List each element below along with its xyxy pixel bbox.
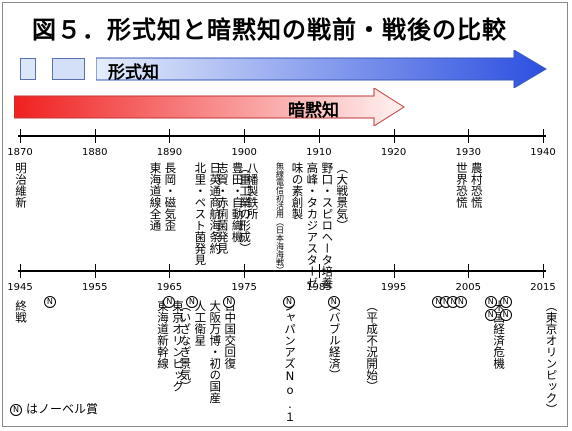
upper-event-label: 志賀・赤痢菌発見 <box>215 162 230 254</box>
lower-year-label: 1985 <box>306 282 332 293</box>
lower-event-label: 日中国交回復 <box>223 300 238 369</box>
upper-event-label: 高峰・タカジアスターゼ <box>305 162 320 289</box>
lower-year-label: 2005 <box>455 282 482 293</box>
upper-event-label: 日英通商航海条約 <box>208 162 223 254</box>
nobel-prize-icon: N <box>454 296 467 308</box>
upper-event-label: 豊田・自動織機 <box>230 162 245 243</box>
nobel-legend-symbol: N <box>10 403 22 416</box>
nobel-prize-icon: N <box>43 296 56 308</box>
figure-title: 図５．形式知と暗黙知の戦前・戦後の比較 <box>32 16 507 44</box>
upper-tick <box>318 129 320 143</box>
upper-event-label: 長岡・磁気歪 <box>163 162 178 231</box>
lower-event-label: （バブル経済） <box>327 300 342 381</box>
nobel-prize-icon: N <box>484 309 497 321</box>
lower-year-label: 1995 <box>380 282 407 293</box>
lower-year-label: 1975 <box>231 282 257 293</box>
explicit-knowledge-label: 形式知 <box>108 63 159 83</box>
upper-tick <box>393 129 395 143</box>
upper-year-label: 1890 <box>156 147 183 158</box>
upper-event-label: 八幡製鉄所 <box>245 162 260 220</box>
lower-timeline-axis <box>18 270 546 272</box>
lower-event-label: （いざなぎ景気） <box>178 300 193 392</box>
upper-tick <box>543 129 544 143</box>
upper-year-label: 1940 <box>530 147 556 158</box>
upper-tick <box>169 129 171 143</box>
lower-event-label: 人工衛星 <box>193 300 208 346</box>
upper-year-label: 1910 <box>306 147 332 158</box>
upper-tick <box>20 129 21 143</box>
upper-event-label: 北里・ペスト菌発見 <box>193 162 208 266</box>
lower-tick <box>94 264 96 278</box>
lower-tick <box>468 264 470 278</box>
nobel-prize-icon: N <box>327 296 340 308</box>
upper-tick <box>94 129 96 143</box>
upper-event-label: （重工業の形成） <box>238 162 253 254</box>
lower-tick <box>169 264 171 278</box>
lower-event-label: 大阪万博・初の国産 <box>208 300 223 404</box>
lower-event-label: 終戦 <box>14 300 28 323</box>
lower-event-label: ジャパンアズNo.１ <box>282 300 297 423</box>
nobel-legend: N はノーベル賞 <box>10 400 98 417</box>
upper-event-label: 明治維新 <box>14 162 28 208</box>
nobel-prize-icon: N <box>282 296 295 308</box>
upper-event-label: 世界恐慌 <box>454 162 469 208</box>
nobel-legend-text: はノーベル賞 <box>26 402 99 416</box>
tacit-knowledge-label: 暗黙知 <box>288 101 339 121</box>
lower-tick <box>543 264 544 278</box>
upper-event-label: （大戦景気） <box>335 162 350 231</box>
nobel-prize-icon: N <box>163 296 176 308</box>
explicit-knowledge-early-block-2 <box>52 58 85 80</box>
nobel-prize-icon: N <box>185 296 198 308</box>
upper-year-label: 1880 <box>81 147 108 158</box>
lower-tick <box>318 264 320 278</box>
tacit-knowledge-arrow <box>14 88 405 126</box>
upper-event-label: 野口・スピロヘータ培養 <box>320 162 335 289</box>
lower-year-label: 1955 <box>81 282 108 293</box>
lower-tick <box>244 264 246 278</box>
lower-year-label: 2015 <box>530 282 556 293</box>
upper-tick <box>244 129 246 143</box>
lower-event-label: （平成不況開始） <box>365 300 380 392</box>
nobel-prize-icon: N <box>484 296 497 308</box>
nobel-prize-icon: N <box>499 296 512 308</box>
lower-event-label: 東京オリンピック <box>170 300 185 392</box>
nobel-prize-icon: N <box>499 309 512 321</box>
lower-event-label: 東海道新幹線 <box>155 300 170 369</box>
lower-tick <box>20 264 21 278</box>
upper-tick <box>468 129 470 143</box>
upper-event-label: 味の素創製 <box>290 162 305 220</box>
nobel-prize-icon: N <box>223 296 236 308</box>
upper-event-label: 無線電信初活用（日本海海戦） <box>275 162 285 274</box>
figure-frame <box>2 2 568 427</box>
lower-year-label: 1965 <box>156 282 183 293</box>
upper-year-label: 1920 <box>380 147 407 158</box>
upper-timeline-axis <box>18 135 546 137</box>
lower-tick <box>393 264 395 278</box>
upper-event-label: 農村恐慌 <box>469 162 484 208</box>
lower-year-label: 1945 <box>7 282 33 293</box>
upper-year-label: 1870 <box>7 147 33 158</box>
explicit-knowledge-early-block-1 <box>20 58 36 80</box>
upper-year-label: 1900 <box>231 147 257 158</box>
lower-event-label: （東京オリンピック） <box>544 300 559 415</box>
upper-event-label: 東海道線全通 <box>148 162 163 231</box>
explicit-knowledge-arrow <box>96 50 547 88</box>
upper-year-label: 1930 <box>455 147 482 158</box>
